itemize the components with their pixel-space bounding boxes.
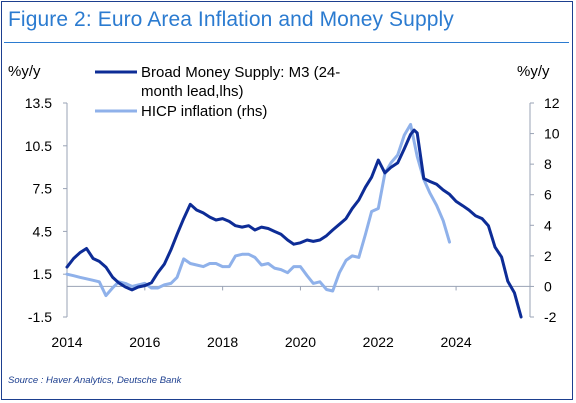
right-axis-unit: %y/y <box>517 63 550 80</box>
right-tick-label: 8 <box>544 156 552 172</box>
x-tick-label: 2024 <box>440 334 471 350</box>
left-tick-label: 4.5 <box>33 223 53 239</box>
right-tick-label: 2 <box>544 248 552 264</box>
legend-label-hicp: HICP inflation (rhs) <box>141 103 267 120</box>
legend: Broad Money Supply: M3 (24- month lead,l… <box>95 64 340 120</box>
left-axis-unit: %y/y <box>8 63 41 80</box>
right-tick-label: 4 <box>544 217 552 233</box>
right-tick-label: 10 <box>544 126 560 142</box>
series-line-m3 <box>65 128 523 319</box>
source-note: Source : Haver Analytics, Deutsche Bank <box>8 375 182 386</box>
right-tick-label: 12 <box>544 95 560 111</box>
title-divider <box>4 42 569 43</box>
left-tick-label: 7.5 <box>33 181 53 197</box>
x-tick-label: 2016 <box>129 334 160 350</box>
x-tick-label: 2022 <box>363 334 394 350</box>
right-tick-label: 0 <box>544 278 552 294</box>
legend-label-m3-line2: month lead,lhs) <box>141 83 244 100</box>
series-line-hicp <box>65 122 451 298</box>
x-tick-label: 2014 <box>51 334 82 350</box>
left-tick-label: 13.5 <box>25 95 52 111</box>
right-tick-label: -2 <box>544 309 557 325</box>
figure-title: Figure 2: Euro Area Inflation and Money … <box>8 8 454 31</box>
x-tick-label: 2018 <box>207 334 238 350</box>
left-tick-label: -1.5 <box>28 309 52 325</box>
legend-label-m3-line1: Broad Money Supply: M3 (24- <box>141 64 340 81</box>
x-tick-label: 2020 <box>285 334 316 350</box>
left-tick-label: 10.5 <box>25 138 52 154</box>
left-tick-label: 1.5 <box>33 266 53 282</box>
right-tick-label: 6 <box>544 187 552 203</box>
